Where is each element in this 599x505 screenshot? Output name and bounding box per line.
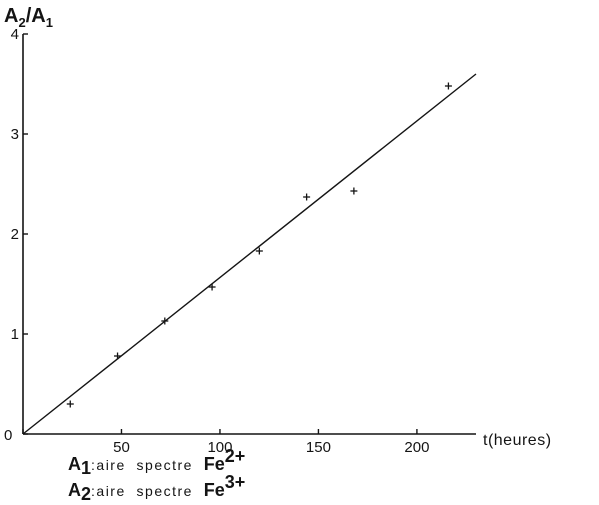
fit-line-layer xyxy=(22,73,477,435)
legend-a2-symbol: A xyxy=(68,480,81,500)
y-label-sub-denominator: 1 xyxy=(46,15,53,30)
legend-entry-a2: A2:aire spectre Fe3+ xyxy=(68,472,245,504)
x-tick-label-100: 100 xyxy=(207,439,232,456)
x-tick-label-200: 200 xyxy=(404,439,429,456)
legend-a1-species: Fe xyxy=(204,454,225,474)
y-tick-label-1: 1 xyxy=(11,326,19,343)
legend-a2-text: :aire spectre xyxy=(91,483,204,499)
y-label-separator: /A xyxy=(26,5,46,27)
y-label-sub-numerator: 2 xyxy=(18,15,25,30)
origin-label: 0 xyxy=(4,427,12,444)
data-point-3 xyxy=(161,317,169,325)
x-axis-label: t(heures) xyxy=(483,432,552,449)
legend-a1-symbol: A xyxy=(68,454,81,474)
data-point-5 xyxy=(255,247,263,255)
ticks-layer: 50 100 150 200 1 2 3 4 xyxy=(11,26,430,456)
y-label-main: A xyxy=(4,5,18,27)
y-tick-label-2: 2 xyxy=(11,226,19,243)
data-point-8 xyxy=(444,82,452,90)
y-tick-label-4: 4 xyxy=(11,26,19,43)
x-tick-label-150: 150 xyxy=(306,439,331,456)
legend-a1-charge: 2+ xyxy=(225,446,246,466)
legend-a1-text: :aire spectre xyxy=(91,457,204,473)
data-point-4 xyxy=(208,283,216,291)
data-point-2 xyxy=(114,352,122,360)
legend-a2-sub: 2 xyxy=(81,484,91,504)
legend-a2-charge: 3+ xyxy=(225,472,246,492)
data-point-1 xyxy=(66,400,74,408)
legend-entry-a1: A1:aire spectre Fe2+ xyxy=(68,446,245,478)
y-tick-label-3: 3 xyxy=(11,126,19,143)
fit-line xyxy=(22,73,477,435)
y-axis-label: A2/A1 xyxy=(4,5,53,30)
legend-a2-species: Fe xyxy=(204,480,225,500)
data-points-layer xyxy=(66,82,452,408)
legend-a1-sub: 1 xyxy=(81,458,91,478)
x-tick-label-50: 50 xyxy=(113,439,130,456)
data-point-6 xyxy=(303,193,311,201)
data-point-7 xyxy=(350,187,358,195)
